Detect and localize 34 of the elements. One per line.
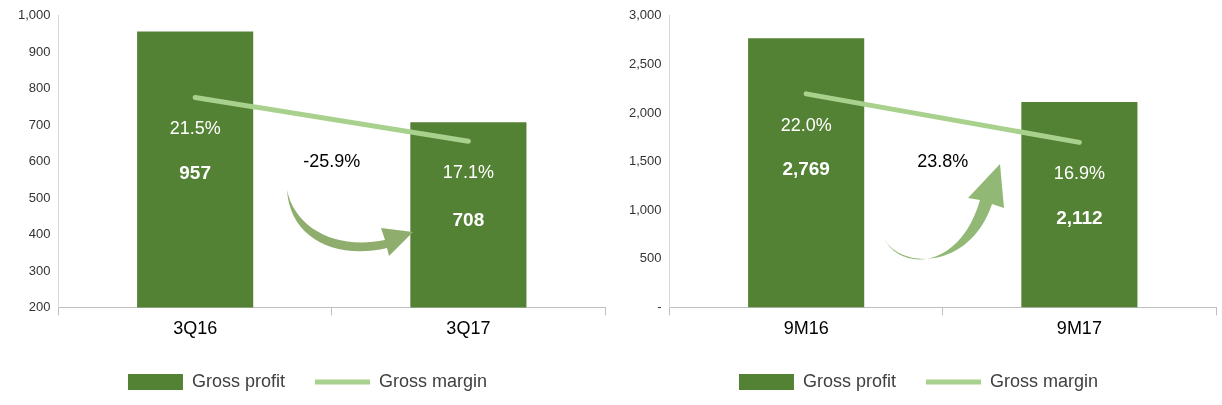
x-tick-label: 9M16 <box>783 318 829 339</box>
data-label: 22.0% <box>780 114 832 135</box>
data-label: 2,112 <box>1056 206 1103 228</box>
y-tick-label: 800 <box>28 80 51 96</box>
y-tick-label: 900 <box>28 43 51 59</box>
x-tick-label: 9M17 <box>1056 318 1102 339</box>
y-tick-label: 200 <box>28 298 51 314</box>
y-tick-label: 2,000 <box>628 104 662 120</box>
legend-label: Gross margin <box>379 370 488 391</box>
annotation: -25.9% <box>303 150 361 171</box>
data-label: 957 <box>179 161 211 183</box>
legend-label: Gross profit <box>191 370 286 391</box>
legend-label: Gross profit <box>802 370 897 391</box>
data-label: 21.5% <box>169 118 221 139</box>
data-label: 708 <box>452 208 485 230</box>
x-tick-label: 3Q17 <box>446 318 491 339</box>
y-tick-label: 500 <box>28 189 51 205</box>
y-tick-label: 1,000 <box>628 201 662 217</box>
legend-label: Gross margin <box>990 370 1099 391</box>
y-tick-label: 3,000 <box>628 7 662 23</box>
y-tick-label: 600 <box>28 153 51 169</box>
data-label: 17.1% <box>442 162 494 183</box>
y-tick-label: 2,500 <box>628 55 662 71</box>
y-tick-label: 1,000 <box>17 7 51 23</box>
data-label: 16.9% <box>1053 163 1105 184</box>
annotation: 23.8% <box>917 150 969 171</box>
y-tick-label: 700 <box>28 116 51 132</box>
y-tick-label: 300 <box>28 262 51 278</box>
y-tick-label: 400 <box>28 226 51 242</box>
data-label: 2,769 <box>782 158 830 180</box>
y-tick-label: 500 <box>639 250 662 266</box>
x-tick-label: 3Q16 <box>173 318 218 339</box>
y-tick-label: 1,500 <box>628 153 662 169</box>
y-tick-label: - <box>657 298 662 314</box>
